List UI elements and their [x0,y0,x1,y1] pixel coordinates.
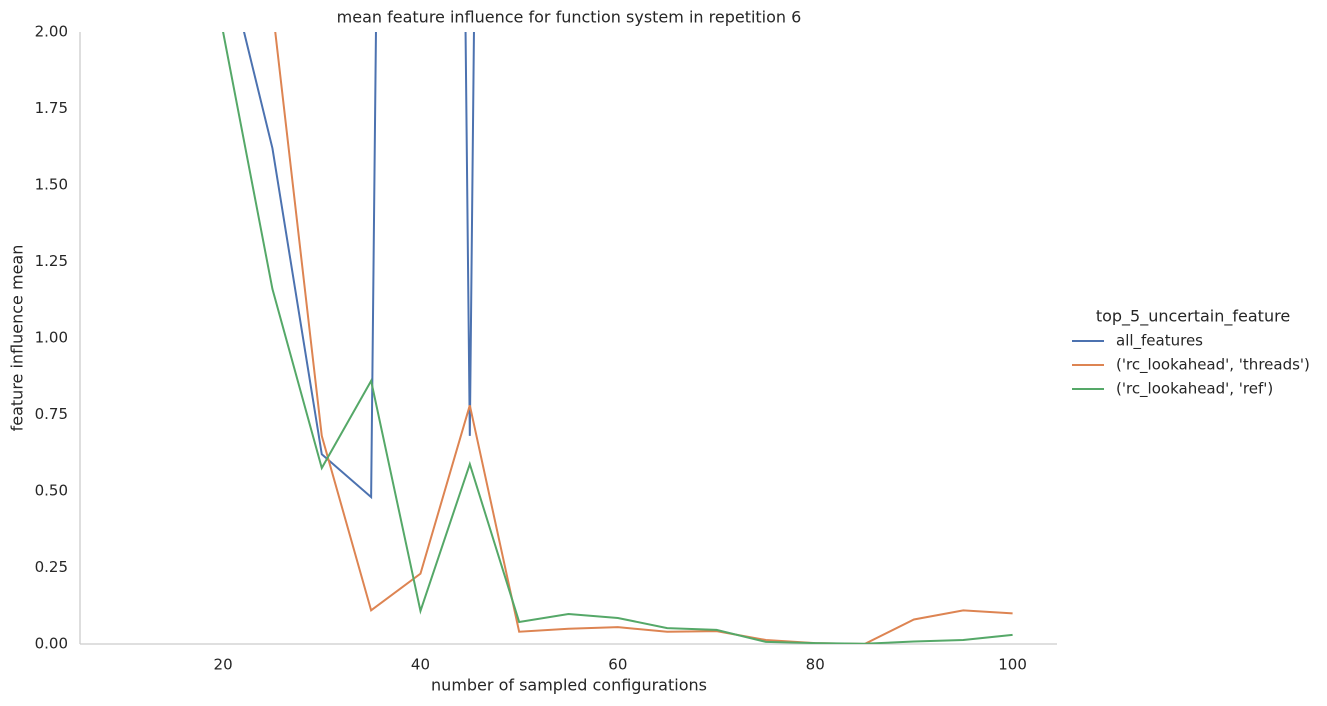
chart-title: mean feature influence for function syst… [337,8,802,27]
y-tick-label: 0.75 [35,405,68,423]
y-axis-label: feature influence mean [8,245,27,432]
y-tick-label: 2.00 [35,23,68,41]
y-tick-label: 1.50 [35,176,68,194]
y-tick-label: 1.75 [35,99,68,117]
y-tick-label: 0.25 [35,558,68,576]
legend-label: ('rc_lookahead', 'ref') [1116,380,1273,399]
y-tick-label: 0.00 [35,635,68,653]
data-line [242,32,475,500]
x-tick-label: 100 [998,656,1027,674]
x-tick-label: 60 [608,656,627,674]
y-tick-label: 1.00 [35,329,68,347]
plot-area [222,32,1013,644]
y-tick-label: 0.50 [35,482,68,500]
x-tick-label: 80 [806,656,825,674]
x-tick-label: 40 [411,656,430,674]
y-tick-label: 1.25 [35,252,68,270]
data-line [274,32,1013,644]
data-line [222,32,1013,644]
x-axis-label: number of sampled configurations [431,676,707,695]
x-tick-label: 20 [214,656,233,674]
legend-label: all_features [1116,332,1203,351]
legend-label: ('rc_lookahead', 'threads') [1116,356,1310,375]
legend-title: top_5_uncertain_feature [1096,307,1290,327]
